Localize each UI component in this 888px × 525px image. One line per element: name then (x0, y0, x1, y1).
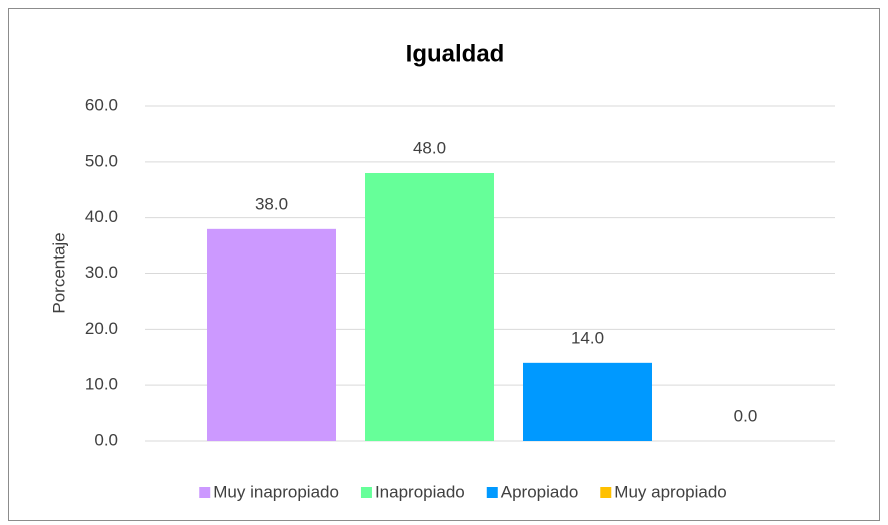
legend-label: Inapropiado (375, 482, 465, 501)
value-label: 48.0 (413, 138, 446, 157)
y-axis-label: Porcentaje (49, 232, 68, 313)
legend-swatch (600, 487, 612, 498)
value-label: 14.0 (571, 328, 604, 347)
legend-label: Apropiado (501, 482, 579, 501)
chart-title: Igualdad (406, 40, 505, 67)
y-tick-label: 60.0 (85, 95, 118, 114)
legend-swatch (360, 487, 372, 498)
y-tick-label: 40.0 (85, 207, 118, 226)
value-label: 38.0 (255, 194, 288, 213)
legend-label: Muy inapropiado (213, 482, 339, 501)
bar (523, 362, 652, 441)
bar (365, 173, 494, 441)
y-tick-label: 0.0 (94, 430, 118, 449)
y-tick-label: 50.0 (85, 151, 118, 170)
legend-label: Muy apropiado (614, 482, 726, 501)
y-tick-label: 20.0 (85, 319, 118, 338)
legend-swatch (199, 487, 211, 498)
y-tick-label: 30.0 (85, 263, 118, 282)
bar (207, 228, 336, 441)
legend-swatch (486, 487, 498, 498)
value-label: 0.0 (734, 406, 758, 425)
y-tick-label: 10.0 (85, 375, 118, 394)
